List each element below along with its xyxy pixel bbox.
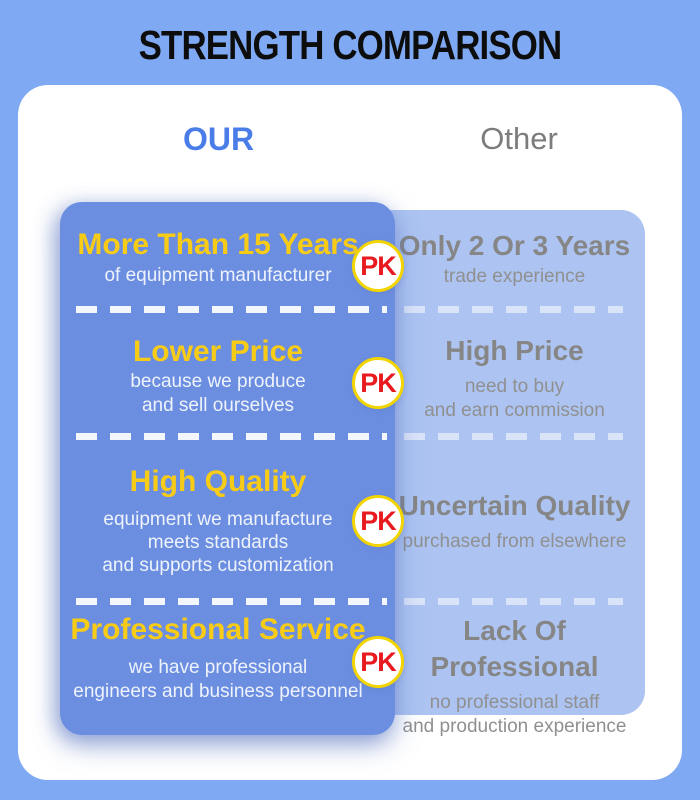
our-row-subtitle: equipment we manufacture [103,509,333,530]
other-row-title: High Price [445,335,584,366]
our-row-title: High Quality [129,465,307,498]
other-row-subtitle: purchased from elsewhere [402,531,627,552]
other-panel: Only 2 Or 3 Years trade experience High … [362,210,645,737]
other-row-subtitle: and production experience [402,716,627,737]
dashed-separator [370,598,623,605]
our-row-subtitle: we have professional [128,657,308,678]
dashed-separator [76,598,387,605]
other-row-title: Uncertain Quality [398,490,631,521]
our-row-title: Lower Price [132,335,304,368]
column-header-our: OUR [182,121,255,157]
dashed-separator [370,306,623,313]
our-row-2: Lower Price because we produce and sell … [60,334,376,418]
pk-badge: PK [352,636,404,688]
dashed-separator [76,433,387,440]
pk-badge: PK [352,240,404,292]
our-row-subtitle: and sell ourselves [141,395,295,416]
comparison-card: OUR Other Only 2 Or 3 Years trade experi… [18,85,682,780]
other-row-subtitle: no professional staff [429,692,600,713]
column-header-other: Other [480,121,558,156]
dashed-separator [370,433,623,440]
other-row-title: Only 2 Or 3 Years [398,230,631,261]
our-panel: More Than 15 Years of equipment manufact… [60,202,395,735]
our-row-4: Professional Service we have professiona… [60,612,376,704]
dashed-separator [76,306,387,313]
other-row-subtitle: trade experience [443,266,586,287]
our-row-subtitle: engineers and business personnel [73,681,363,702]
our-row-title: Professional Service [70,613,366,646]
other-row-title: Lack Of Professional [430,615,599,682]
other-row-4: Lack Of Professional no professional sta… [384,613,645,739]
page-title: STRENGTH COMPARISON [138,22,563,68]
our-row-subtitle: because we produce [130,371,306,392]
our-row-subtitle: meets standards [147,532,289,553]
our-row-title: More Than 15 Years [77,228,359,261]
our-row-subtitle: of equipment manufacturer [104,265,332,286]
our-row-1: More Than 15 Years of equipment manufact… [60,227,376,289]
other-row-3: Uncertain Quality purchased from elsewhe… [384,488,645,554]
other-row-1: Only 2 Or 3 Years trade experience [384,228,645,290]
other-row-subtitle: and earn commission [424,400,605,421]
other-row-2: High Price need to buy and earn commissi… [384,333,645,423]
other-row-subtitle: need to buy [464,376,565,397]
our-row-subtitle: and supports customization [102,555,334,576]
pk-badge: PK [352,495,404,547]
pk-badge: PK [352,357,404,409]
our-row-3: High Quality equipment we manufacture me… [60,464,376,577]
